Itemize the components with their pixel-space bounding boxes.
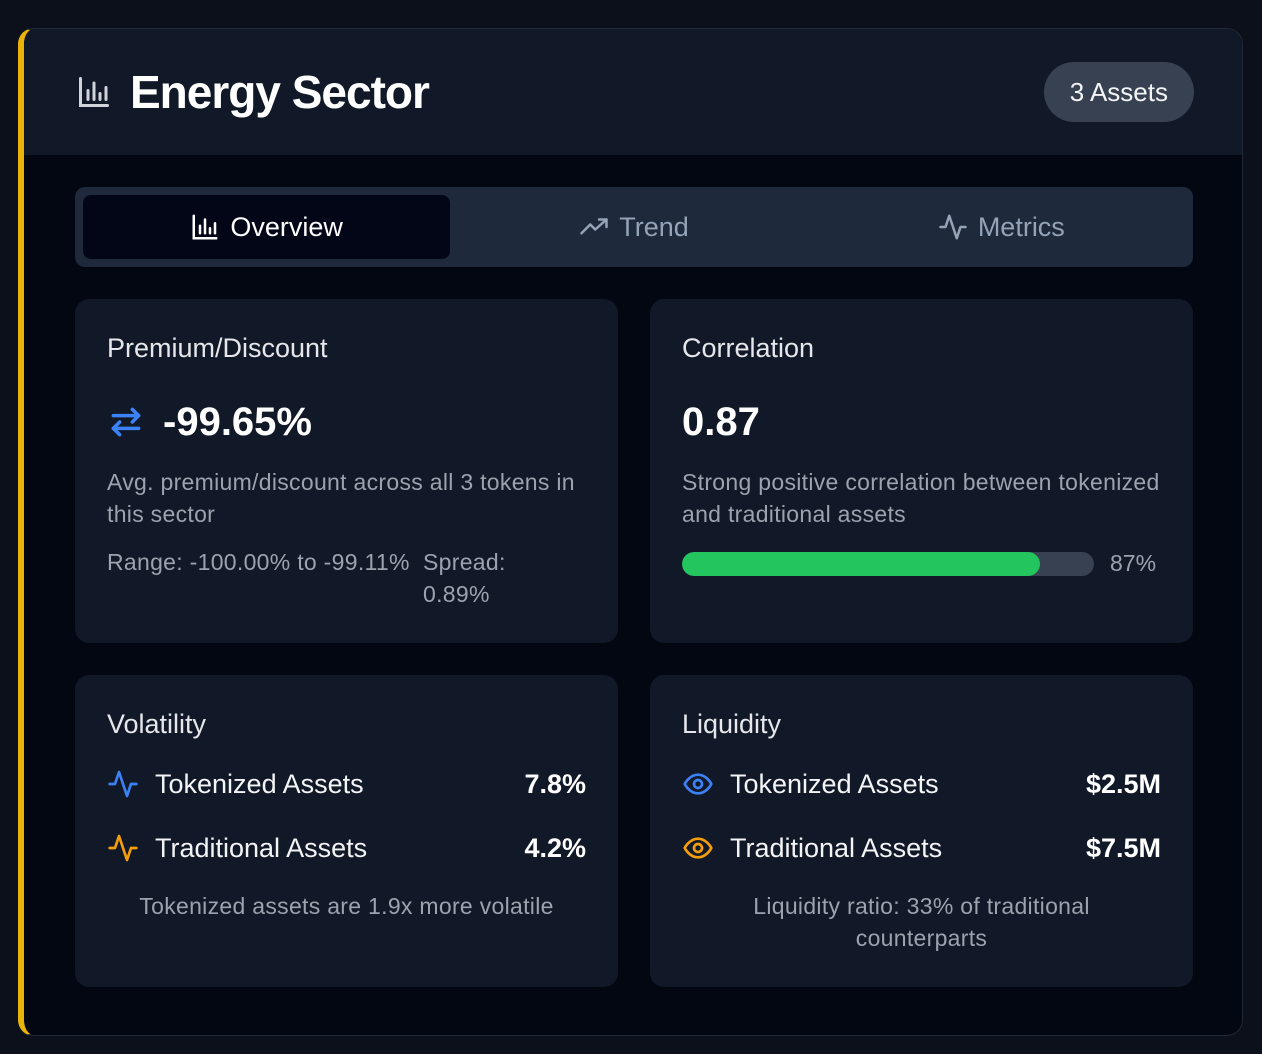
trending-up-icon [580,218,608,235]
bar-chart-icon [79,77,109,107]
volatility-row-traditional: Traditional Assets 4.2% [107,828,586,868]
liquidity-row-tokenized: Tokenized Assets $2.5M [682,764,1161,804]
eye-icon [683,837,713,859]
spread-text: Spread: 0.89% [423,549,506,607]
stat-value: 4.2% [524,832,586,863]
premium-discount-panel: Premium/Discount -99.65% Avg. premium/di… [75,299,618,643]
tab-label: Overview [230,211,343,242]
page-title: Energy Sector [130,66,430,118]
progress-track [682,551,1094,576]
progress-label: 87% [1110,550,1157,576]
range-text: Range: -100.00% to -99.11% [107,549,410,575]
premium-value: -99.65% [163,399,312,444]
panel-title: Correlation [682,333,815,363]
activity-icon [108,770,138,798]
volatility-panel: Volatility Tokenized Assets 7.8% Traditi… [75,675,618,987]
stat-label: Traditional Assets [730,832,943,863]
bar-chart-icon [192,214,218,240]
arrows-swap-icon [111,407,141,437]
stat-value: $7.5M [1085,832,1161,863]
tab-overview[interactable]: Overview [83,195,451,259]
progress-fill [682,551,1041,576]
asset-count-badge: 3 Assets [1043,62,1194,122]
tab-trend[interactable]: Trend [450,195,817,259]
correlation-description: Strong positive correlation between toke… [682,469,1160,527]
premium-description: Avg. premium/discount across all 3 token… [107,469,575,527]
tab-bar: Overview Trend Metrics [75,187,1193,267]
panel-title: Liquidity [682,709,782,739]
volatility-note: Tokenized assets are 1.9x more volatile [139,893,554,919]
tab-label: Trend [619,211,689,242]
tab-label: Metrics [977,211,1065,242]
eye-icon [683,773,713,795]
correlation-value-row: 0.87 [682,398,1161,446]
stat-label: Tokenized Assets [730,768,939,799]
panel-title: Volatility [107,709,207,739]
stat-value: $2.5M [1085,768,1161,799]
sector-card: Energy Sector 3 Assets Overview Trend Me… [18,28,1243,1036]
liquidity-note: Liquidity ratio: 33% of traditional coun… [753,893,1090,951]
stat-value: 7.8% [524,768,586,799]
premium-value-row: -99.65% [107,398,586,446]
correlation-value: 0.87 [682,399,760,444]
panel-title: Premium/Discount [107,333,328,363]
stat-label: Tokenized Assets [155,768,364,799]
liquidity-panel: Liquidity Tokenized Assets $2.5M Traditi… [650,675,1193,987]
range-row: Range: -100.00% to -99.11% Spread: 0.89% [107,546,586,610]
liquidity-row-traditional: Traditional Assets $7.5M [682,828,1161,868]
correlation-progress: 87% [682,550,1161,577]
activity-icon [108,834,138,862]
tab-metrics[interactable]: Metrics [818,195,1185,259]
card-header: Energy Sector 3 Assets [24,29,1242,155]
activity-icon [939,214,967,240]
title-wrap: Energy Sector [76,65,430,119]
correlation-panel: Correlation 0.87 Strong positive correla… [650,299,1193,643]
volatility-row-tokenized: Tokenized Assets 7.8% [107,764,586,804]
stat-label: Traditional Assets [155,832,368,863]
